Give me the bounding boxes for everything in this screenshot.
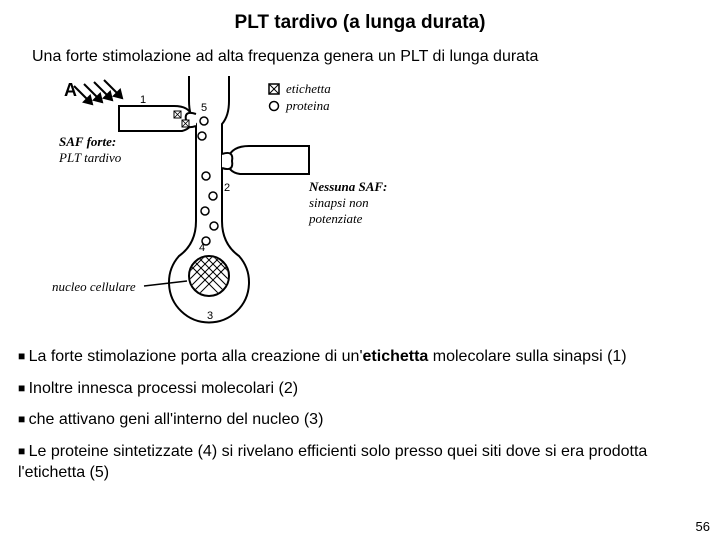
bullet-text: La forte stimolazione porta alla creazio… <box>29 348 363 365</box>
bullet-4: Le proteine sintetizzate (4) si rivelano… <box>18 441 702 484</box>
svg-text:sinapsi non: sinapsi non <box>309 195 369 210</box>
num-2: 2 <box>224 182 230 194</box>
svg-text:potenziate: potenziate <box>308 211 363 226</box>
num-1: 1 <box>140 94 146 106</box>
page-subtitle: Una forte stimolazione ad alta frequenza… <box>32 48 702 66</box>
bullet-text: Le proteine sintetizzate (4) si rivelano… <box>18 443 647 482</box>
svg-text:nucleo cellulare: nucleo cellulare <box>52 279 136 294</box>
legend-protein: proteina <box>270 98 331 113</box>
saf-arrows <box>74 80 122 104</box>
bullet-1: La forte stimolazione porta alla creazio… <box>18 346 702 368</box>
diagram: A etichetta proteina <box>24 76 404 326</box>
bullet-3: che attivano geni all'interno del nucleo… <box>18 409 702 431</box>
svg-text:proteina: proteina <box>285 98 330 113</box>
nucleus-label: nucleo cellulare <box>52 279 187 294</box>
svg-text:PLT tardivo: PLT tardivo <box>58 150 122 165</box>
panel-letter: A <box>64 80 77 100</box>
page-number: 56 <box>696 519 710 534</box>
bullet-list: La forte stimolazione porta alla creazio… <box>18 346 702 484</box>
left-label: SAF forte: PLT tardivo <box>58 134 122 165</box>
legend-tag: etichetta <box>269 81 331 96</box>
svg-text:Nessuna SAF:: Nessuna SAF: <box>308 179 387 194</box>
bullet-2: Inoltre innesca processi molecolari (2) <box>18 378 702 400</box>
bullet-bold: etichetta <box>363 348 429 365</box>
right-terminal <box>222 146 309 174</box>
bullet-text: molecolare sulla sinapsi (1) <box>428 348 626 365</box>
num-4: 4 <box>199 242 205 254</box>
svg-text:SAF forte:: SAF forte: <box>59 134 116 149</box>
num-3: 3 <box>207 310 213 322</box>
bullet-text: che attivano geni all'interno del nucleo… <box>29 411 324 428</box>
svg-text:etichetta: etichetta <box>286 81 331 96</box>
page-title: PLT tardivo (a lunga durata) <box>18 12 702 34</box>
right-label: Nessuna SAF: sinapsi non potenziate <box>308 179 387 226</box>
num-5: 5 <box>201 102 207 114</box>
bullet-text: Inoltre innesca processi molecolari (2) <box>29 380 298 397</box>
